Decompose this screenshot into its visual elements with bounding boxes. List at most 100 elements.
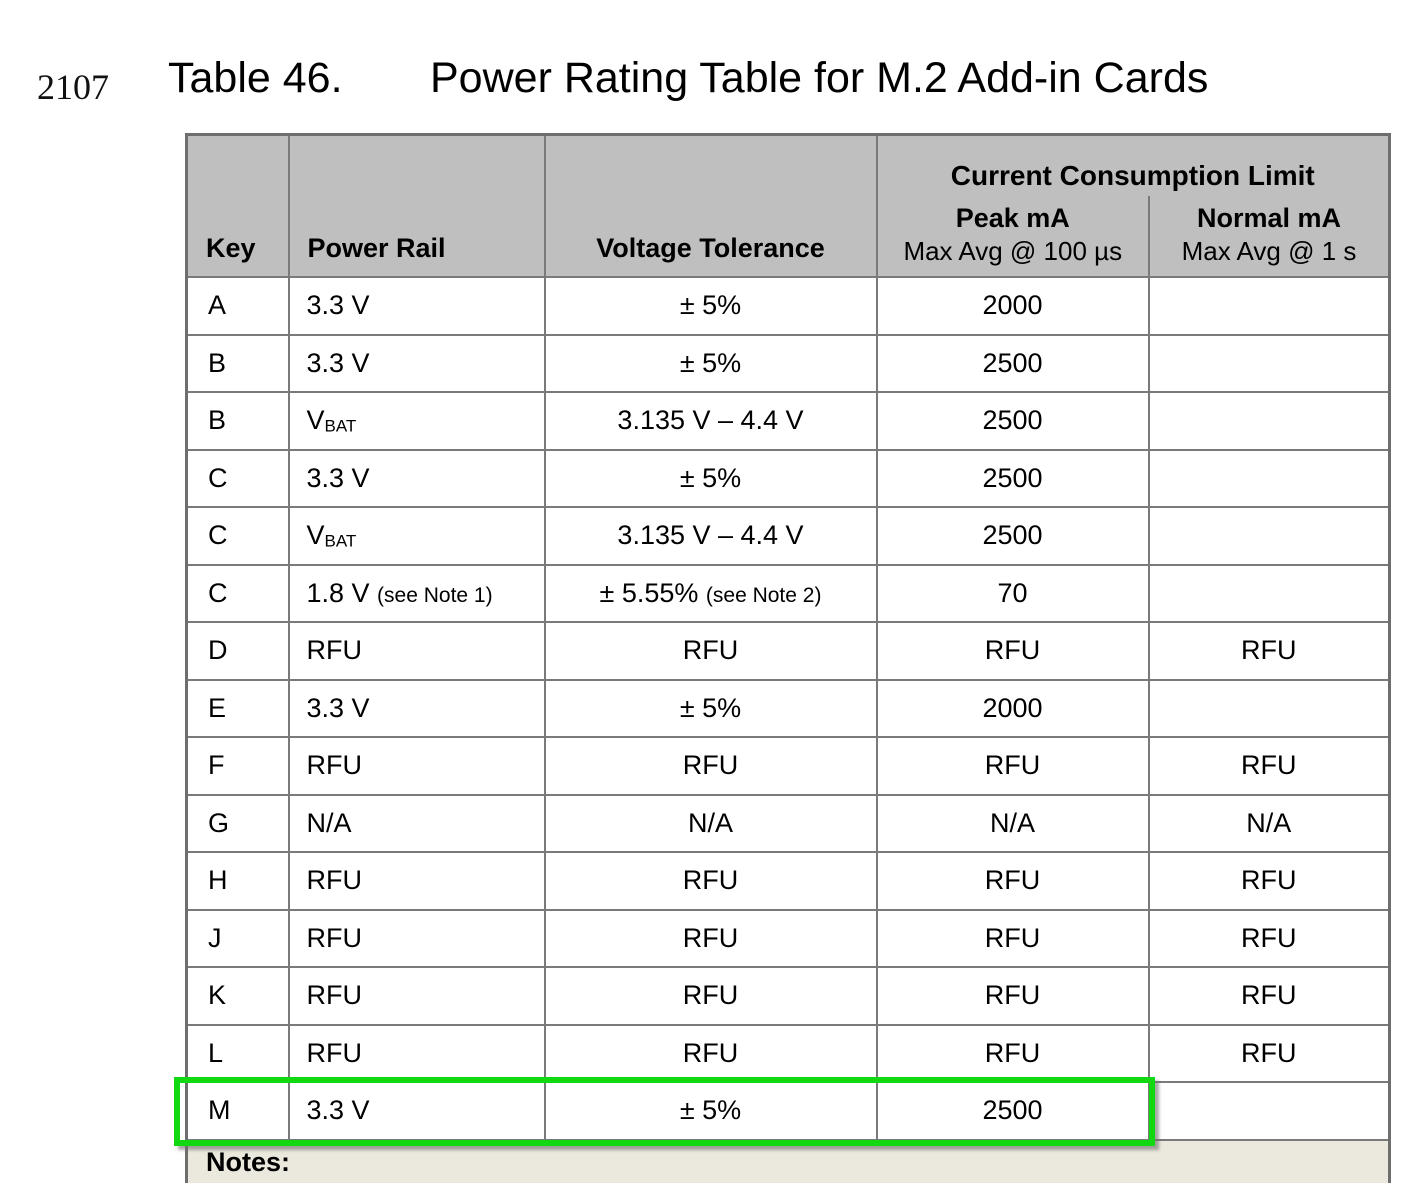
table-row: H RFU RFU RFU RFU [185, 851, 1391, 911]
notes-row: Notes: [185, 1138, 1391, 1183]
cell-key: J [185, 908, 290, 968]
cell-voltage-tolerance: 3.135 V – 4.4 V [543, 391, 878, 451]
cell-peak-ma: 70 [875, 563, 1150, 623]
table-row: L RFU RFU RFU RFU [185, 1023, 1391, 1083]
cell-peak-ma: 2000 [875, 678, 1150, 738]
cell-peak-ma: RFU [875, 851, 1150, 911]
cell-key: M [185, 1081, 290, 1141]
power-rating-table: Key Power Rail Voltage Tolerance Current… [185, 133, 1391, 1183]
table-row: A 3.3 V ± 5% 2000 [185, 276, 1391, 336]
cell-power-rail: VBAT [287, 506, 546, 566]
cell-key: H [185, 851, 290, 911]
table-row: C 3.3 V ± 5% 2500 [185, 448, 1391, 508]
cell-voltage-tolerance: ± 5.55% (see Note 2) [543, 563, 878, 623]
cell-power-rail: 3.3 V [287, 276, 546, 336]
cell-key: F [185, 736, 290, 796]
column-header-normal: Normal mA Max Avg @ 1 s [1148, 196, 1388, 276]
column-header-peak: Peak mA Max Avg @ 100 µs [878, 196, 1149, 276]
cell-peak-ma: 2500 [875, 448, 1150, 508]
table-row: M 3.3 V ± 5% 2500 [185, 1081, 1391, 1141]
cell-normal-ma [1147, 276, 1391, 336]
cell-power-rail: VBAT [287, 391, 546, 451]
column-group-current-consumption: Current Consumption Limit Peak mA Max Av… [875, 133, 1391, 278]
table-row: E 3.3 V ± 5% 2000 [185, 678, 1391, 738]
cell-power-rail: 3.3 V [287, 678, 546, 738]
cell-normal-ma [1147, 563, 1391, 623]
cell-key: C [185, 506, 290, 566]
cell-key: G [185, 793, 290, 853]
cell-voltage-tolerance: RFU [543, 966, 878, 1026]
cell-voltage-tolerance: N/A [543, 793, 878, 853]
rail-subscript: BAT [324, 416, 357, 436]
cell-peak-ma: RFU [875, 908, 1150, 968]
cell-normal-ma: RFU [1147, 966, 1391, 1026]
cell-peak-ma: RFU [875, 1023, 1150, 1083]
cell-power-rail: RFU [287, 736, 546, 796]
cell-peak-ma: 2500 [875, 391, 1150, 451]
cell-key: K [185, 966, 290, 1026]
cell-peak-ma: 2500 [875, 506, 1150, 566]
peak-title: Peak mA [955, 203, 1070, 233]
cell-voltage-tolerance: ± 5% [543, 333, 878, 393]
cell-normal-ma [1147, 391, 1391, 451]
table-row: K RFU RFU RFU RFU [185, 966, 1391, 1026]
cell-power-rail: RFU [287, 621, 546, 681]
table-row: J RFU RFU RFU RFU [185, 908, 1391, 968]
table-caption-title: Power Rating Table for M.2 Add-in Cards [430, 54, 1209, 102]
table-body: A 3.3 V ± 5% 2000 B 3.3 V ± 5% 2500 B VBAT 3.135 V… [185, 276, 1391, 1141]
cell-power-rail: 3.3 V [287, 1081, 546, 1141]
cell-power-rail: 1.8 V (see Note 1) [287, 563, 546, 623]
cell-voltage-tolerance: ± 5% [543, 1081, 878, 1141]
column-header-key: Key [185, 133, 290, 278]
cell-normal-ma: RFU [1147, 736, 1391, 796]
cell-power-rail: RFU [287, 908, 546, 968]
normal-title: Normal mA [1197, 203, 1342, 233]
cell-normal-ma [1147, 1081, 1391, 1141]
peak-subtitle: Max Avg @ 100 µs [903, 236, 1123, 266]
cell-normal-ma [1147, 333, 1391, 393]
table-row: C 1.8 V (see Note 1) ± 5.55% (see Note 2) 7… [185, 563, 1391, 623]
line-number: 2107 [37, 67, 109, 107]
cell-key: E [185, 678, 290, 738]
cell-voltage-tolerance: RFU [543, 736, 878, 796]
cell-voltage-tolerance: ± 5% [543, 448, 878, 508]
cell-key: C [185, 563, 290, 623]
rail-subscript: BAT [324, 531, 357, 551]
column-header-voltage-tolerance: Voltage Tolerance [543, 133, 878, 278]
cell-key: L [185, 1023, 290, 1083]
table-row: D RFU RFU RFU RFU [185, 621, 1391, 681]
cell-power-rail: RFU [287, 1023, 546, 1083]
cell-key: A [185, 276, 290, 336]
group-header-label: Current Consumption Limit [950, 160, 1315, 191]
cell-normal-ma: RFU [1147, 908, 1391, 968]
cell-voltage-tolerance: 3.135 V – 4.4 V [543, 506, 878, 566]
notes-label: Notes: [185, 1138, 1391, 1183]
cell-key: B [185, 333, 290, 393]
cell-peak-ma: RFU [875, 966, 1150, 1026]
cell-peak-ma: 2500 [875, 333, 1150, 393]
cell-normal-ma: N/A [1147, 793, 1391, 853]
cell-voltage-tolerance: RFU [543, 908, 878, 968]
table-row: B 3.3 V ± 5% 2500 [185, 333, 1391, 393]
cell-voltage-tolerance: RFU [543, 621, 878, 681]
cell-peak-ma: RFU [875, 736, 1150, 796]
cell-voltage-tolerance: RFU [543, 851, 878, 911]
cell-normal-ma [1147, 448, 1391, 508]
cell-power-rail: RFU [287, 851, 546, 911]
cell-normal-ma [1147, 678, 1391, 738]
normal-subtitle: Max Avg @ 1 s [1181, 236, 1357, 266]
cell-voltage-tolerance: ± 5% [543, 678, 878, 738]
cell-power-rail: 3.3 V [287, 448, 546, 508]
cell-peak-ma: 2500 [875, 1081, 1150, 1141]
cell-normal-ma: RFU [1147, 1023, 1391, 1083]
cell-key: D [185, 621, 290, 681]
cell-power-rail: 3.3 V [287, 333, 546, 393]
table-row: B VBAT 3.135 V – 4.4 V 2500 [185, 391, 1391, 451]
table-row: C VBAT 3.135 V – 4.4 V 2500 [185, 506, 1391, 566]
cell-voltage-tolerance: RFU [543, 1023, 878, 1083]
sub-header-row: Peak mA Max Avg @ 100 µs Normal mA Max A… [878, 196, 1389, 276]
cell-key: B [185, 391, 290, 451]
tolerance-note: (see Note 2) [705, 583, 822, 607]
table-caption: Table 46. Power Rating Table for M.2 Add-… [168, 54, 1208, 103]
